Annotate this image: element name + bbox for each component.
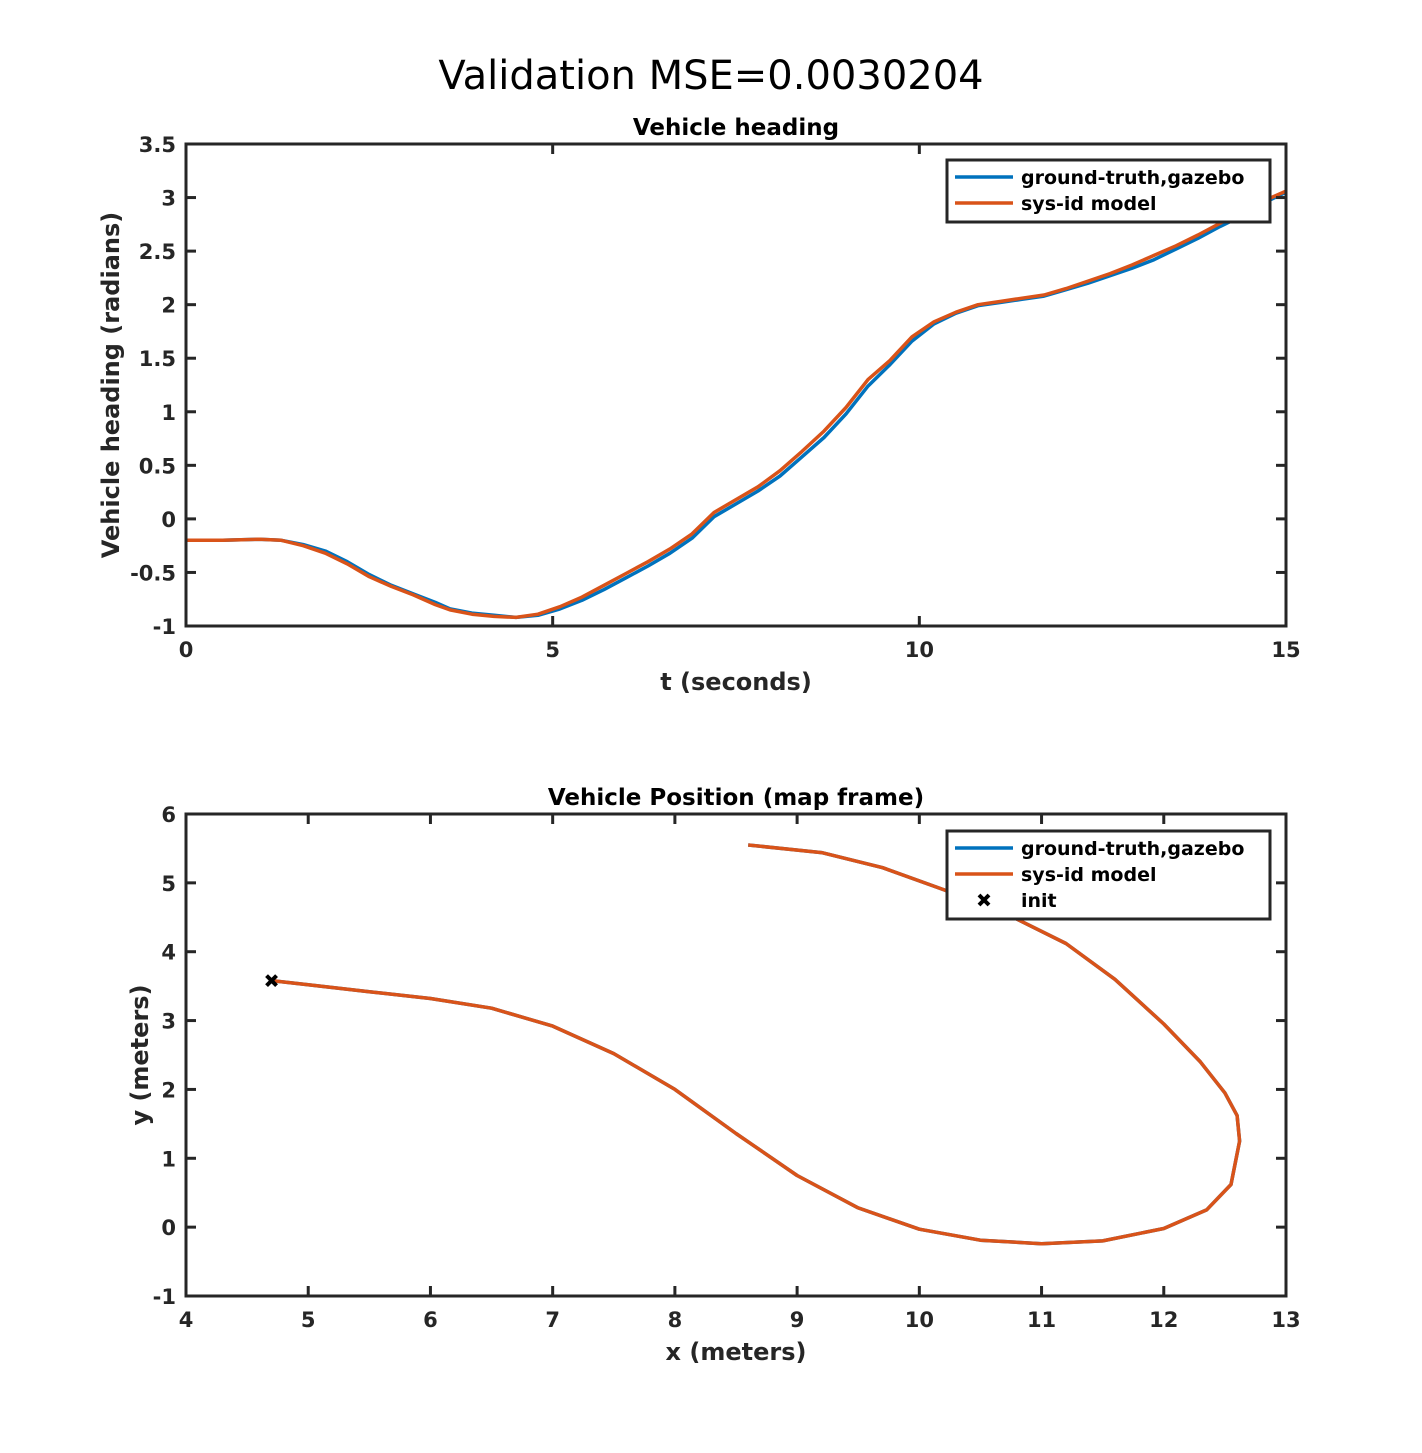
y-tick-label: 0.5	[139, 454, 176, 478]
y-tick-label: -1	[153, 1285, 176, 1309]
legend-label: ground-truth,gazebo	[1021, 838, 1244, 860]
y-tick-label: 1	[161, 401, 176, 425]
axes-frame	[184, 812, 1288, 1298]
legend-label: sys-id model	[1021, 193, 1156, 215]
x-tick-label: 4	[179, 1308, 194, 1332]
y-tick-label: 1	[161, 1147, 176, 1171]
x-tick-label: 7	[545, 1308, 560, 1332]
plot-title: Vehicle heading	[633, 115, 839, 141]
y-tick-label: -0.5	[130, 561, 176, 585]
x-tick-label: 6	[423, 1308, 438, 1332]
y-tick-label: 0	[161, 1216, 176, 1240]
x-tick-label: 10	[905, 638, 934, 662]
x-tick-label: 5	[301, 1308, 316, 1332]
init-marker	[265, 974, 278, 988]
y-tick-label: 3.5	[139, 133, 176, 157]
x-tick-label: 13	[1271, 1308, 1300, 1332]
x-axis-label: x (meters)	[666, 1338, 807, 1366]
y-tick-label: 2	[161, 294, 176, 318]
x-tick-label: 9	[790, 1308, 805, 1332]
x-tick-label: 15	[1271, 638, 1300, 662]
y-tick-label: 2.5	[139, 240, 176, 264]
y-tick-label: -1	[153, 615, 176, 639]
y-tick-label: 2	[161, 1078, 176, 1102]
legend-marker	[977, 893, 991, 907]
y-tick-label: 6	[161, 803, 176, 827]
legend-label: ground-truth,gazebo	[1021, 167, 1244, 189]
x-axis-label: t (seconds)	[660, 668, 812, 696]
legend-label: sys-id model	[1021, 864, 1156, 886]
y-tick-label: 1.5	[139, 347, 176, 371]
series-line	[186, 190, 1286, 620]
y-tick-label: 0	[161, 508, 176, 532]
x-tick-label: 10	[905, 1308, 934, 1332]
axes-frame	[184, 142, 1288, 628]
legend-label: init	[1021, 890, 1057, 912]
legend-box	[945, 158, 1272, 224]
x-tick-label: 0	[179, 638, 194, 662]
y-tick-label: 3	[161, 1010, 176, 1034]
x-tick-label: 12	[1149, 1308, 1178, 1332]
heading-plot: Vehicle heading 0 5 10 15 -1 -0.5 0 0.5 1 1.5 2 2.5 3…	[97, 115, 1301, 696]
y-tick-label: 4	[161, 941, 176, 965]
series-line	[186, 189, 1286, 620]
y-axis-label: y (meters)	[126, 984, 154, 1125]
figure-title: Validation MSE=0.0030204	[438, 53, 983, 99]
position-plot: Vehicle Position (map frame)4 5 6 7 8 9 10 11 12…	[126, 785, 1301, 1366]
x-tick-label: 5	[545, 638, 560, 662]
x-tick-label: 8	[668, 1308, 683, 1332]
x-tick-label: 11	[1027, 1308, 1056, 1332]
series-line	[271, 843, 1242, 1246]
y-tick-label: 3	[161, 187, 176, 211]
y-tick-label: 5	[161, 872, 176, 896]
plot-title: Vehicle Position (map frame)	[548, 785, 924, 811]
y-axis-label: Vehicle heading (radians)	[97, 212, 125, 558]
